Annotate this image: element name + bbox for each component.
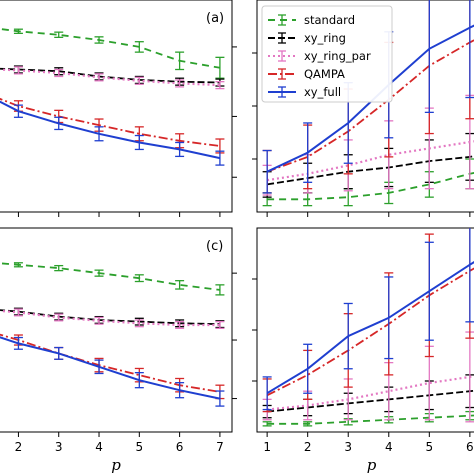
series-line-xy_full xyxy=(0,336,221,400)
panel-frame xyxy=(256,227,474,433)
legend-box xyxy=(261,5,393,103)
series-line-xy_full xyxy=(0,100,221,160)
series-group xyxy=(262,0,474,207)
series-line-standard xyxy=(267,414,474,425)
legend-label-standard: standard xyxy=(304,13,355,27)
panel-label: (c) xyxy=(206,239,223,254)
x-tick-label: 5 xyxy=(135,440,143,454)
x-tick-label: 2 xyxy=(304,440,312,454)
x-tick-label: 6 xyxy=(466,440,474,454)
panel-2 xyxy=(252,0,474,217)
panel-frame xyxy=(0,227,233,433)
x-tick-label: 7 xyxy=(216,440,224,454)
series-line-xy_full xyxy=(266,261,474,395)
series-line-QAMPA xyxy=(266,267,474,397)
series-line-standard xyxy=(0,28,221,69)
x-tick-label: 4 xyxy=(95,440,103,454)
legend-label-QAMPA: QAMPA xyxy=(304,67,345,81)
legend-label-xy_ring_par: xy_ring_par xyxy=(304,49,371,63)
series-line-standard xyxy=(0,262,221,291)
x-tick-label: 3 xyxy=(344,440,352,454)
series-group xyxy=(262,228,474,427)
chart-legend: standard xy_ring xy_ring_par QAMPA xy_full xyxy=(261,5,393,103)
series-line-QAMPA xyxy=(0,333,221,393)
series-line-xy_ring_par xyxy=(0,309,220,327)
series-line-standard xyxy=(267,172,474,201)
panel-4: 1 2 3 4 5 6 p xyxy=(252,227,474,474)
series-line-xy_ring xyxy=(267,389,474,413)
x-tick-label: 5 xyxy=(425,440,433,454)
x-axis-label: p xyxy=(367,456,377,474)
x-tick-label: 1 xyxy=(263,440,271,454)
x-tick-label: 4 xyxy=(385,440,393,454)
panel-3: 2 3 4 5 6 7 p (c) xyxy=(0,227,237,474)
series-line-xy_ring xyxy=(266,155,474,186)
x-tick-label: 2 xyxy=(15,440,23,454)
x-tick-label: 6 xyxy=(176,440,184,454)
panel-label: (a) xyxy=(206,11,224,26)
panel-frame xyxy=(0,0,233,213)
series-line-xy_ring_par xyxy=(266,375,474,411)
legend-label-xy_full: xy_full xyxy=(304,85,341,99)
series-line-xy_ring xyxy=(0,309,220,325)
legend-label-xy_ring: xy_ring xyxy=(304,31,346,45)
series-group xyxy=(0,262,225,407)
series-group xyxy=(0,28,225,166)
series-line-xy_ring xyxy=(0,67,220,84)
series-line-QAMPA xyxy=(0,97,221,147)
x-axis-label: p xyxy=(111,456,121,474)
x-tick-label: 3 xyxy=(55,440,63,454)
panel-1: (a) xyxy=(0,0,237,217)
